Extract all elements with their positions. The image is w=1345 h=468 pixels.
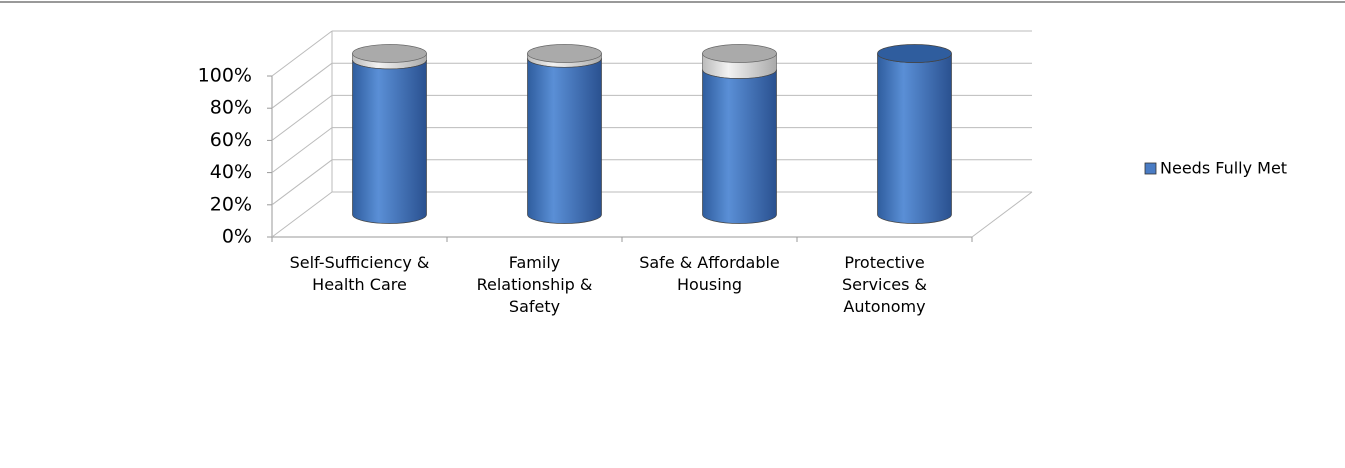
cylinder-rest-top: [352, 44, 427, 63]
legend-label: Needs Fully Met: [1160, 159, 1287, 178]
floor-right: [971, 191, 1033, 238]
y-tick-label: 0%: [222, 226, 252, 248]
grid-line: [271, 62, 333, 109]
legend-swatch: [1144, 162, 1157, 175]
y-tick-label: 40%: [210, 161, 252, 183]
y-tick-label: 60%: [210, 129, 252, 151]
x-tick-label: Protective Services & Autonomy: [841, 253, 928, 316]
bar: [702, 69, 777, 224]
y-tick-label: 100%: [198, 65, 252, 87]
x-tick-label: Safe & Affordable Housing: [639, 253, 780, 294]
grid-line: [271, 191, 333, 238]
grid-line: [271, 127, 333, 174]
x-tick-label: Family Relationship & Safety: [476, 253, 593, 316]
grid-line: [271, 159, 333, 206]
bar-top: [877, 44, 952, 63]
y-tick-label: 80%: [210, 97, 252, 119]
bar: [352, 59, 427, 224]
x-tick-label: Self-Sufficiency & Health Care: [289, 253, 430, 294]
cylinder-rest-top: [702, 44, 777, 63]
bar: [527, 58, 602, 224]
y-tick-label: 20%: [210, 193, 252, 215]
grid-line: [271, 30, 333, 77]
bar: [877, 53, 952, 224]
cylinder-rest-top: [527, 44, 602, 63]
grid-line: [271, 95, 333, 141]
